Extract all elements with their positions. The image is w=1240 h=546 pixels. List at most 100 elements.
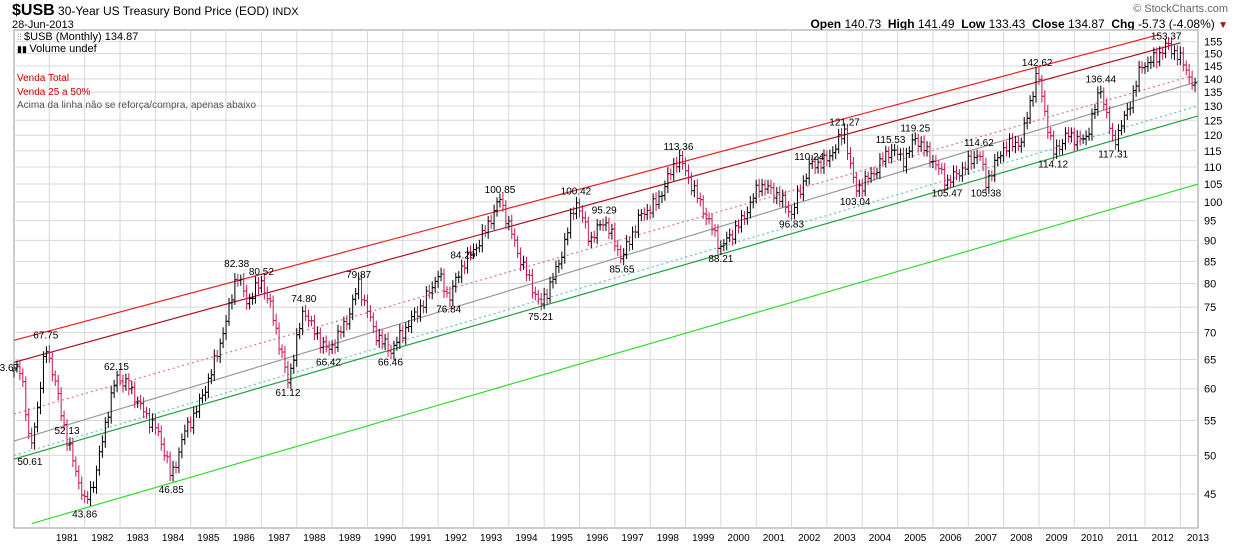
- price-label: 85.65: [609, 265, 634, 276]
- price-label: 105.38: [971, 189, 1002, 200]
- y-tick-label: 110: [1204, 162, 1222, 174]
- down-arrow-icon: ▼: [1218, 20, 1228, 31]
- x-tick-label: 2003: [833, 533, 856, 544]
- note-rule: Acima da linha não se reforça/compra, ap…: [17, 100, 257, 111]
- x-tick-label: 1993: [480, 533, 503, 544]
- close-value: 134.87: [1068, 17, 1105, 31]
- x-tick-label: 1985: [197, 533, 220, 544]
- x-tick-label: 2009: [1046, 533, 1069, 544]
- price-label: 115.53: [876, 135, 906, 146]
- price-label: 63.67: [0, 363, 20, 374]
- x-tick-label: 1994: [515, 533, 538, 544]
- chg-label: Chg: [1111, 17, 1135, 31]
- y-tick-label: 70: [1204, 327, 1216, 339]
- x-tick-label: 1992: [445, 533, 468, 544]
- price-label: 119.25: [900, 124, 930, 135]
- y-tick-label: 140: [1204, 74, 1222, 86]
- trendline-lower-green: [31, 183, 1199, 525]
- x-tick-label: 2006: [939, 533, 962, 544]
- y-tick-label: 50: [1204, 450, 1216, 462]
- y-tick-label: 60: [1204, 384, 1216, 396]
- x-tick-label: 1990: [374, 533, 397, 544]
- y-tick-label: 75: [1204, 302, 1216, 314]
- y-tick-label: 65: [1204, 354, 1216, 366]
- price-label: 84.29: [450, 250, 475, 261]
- quote-bar: Open 140.73 High 141.49 Low 133.43 Close…: [810, 17, 1228, 31]
- legend-volume: Volume undef: [29, 43, 97, 55]
- x-tick-label: 1998: [657, 533, 680, 544]
- y-tick-label: 85: [1204, 256, 1216, 268]
- price-label: 88.21: [708, 254, 733, 265]
- x-tick-label: 2013: [1187, 533, 1210, 544]
- x-tick-label: 1997: [621, 533, 644, 544]
- y-tick-label: 115: [1204, 146, 1222, 158]
- price-label: 110.24: [794, 152, 824, 163]
- price-label: 66.42: [316, 358, 341, 369]
- x-tick-label: 1984: [162, 533, 185, 544]
- x-tick-label: 1989: [339, 533, 362, 544]
- price-label: 62.15: [104, 362, 129, 373]
- price-label: 114.12: [1038, 160, 1068, 171]
- x-tick-label: 1996: [586, 533, 609, 544]
- x-tick-label: 2002: [798, 533, 821, 544]
- y-tick-label: 155: [1204, 37, 1222, 49]
- y-tick-label: 125: [1204, 115, 1222, 127]
- price-label: 142.62: [1022, 58, 1053, 69]
- x-tick-label: 1988: [303, 533, 326, 544]
- exchange: INDX: [272, 6, 299, 18]
- y-tick-label: 150: [1204, 49, 1222, 61]
- chart-header: $USB 30-Year US Treasury Bond Price (EOD…: [12, 2, 299, 20]
- x-tick-label: 1986: [233, 533, 256, 544]
- low-label: Low: [961, 17, 986, 31]
- price-label: 114.62: [964, 138, 994, 149]
- y-tick-label: 45: [1204, 489, 1216, 501]
- price-label: 96.83: [779, 220, 804, 231]
- y-tick-label: 120: [1204, 130, 1222, 142]
- ohlc-legend-icon: ⫶⫶: [17, 32, 25, 42]
- price-label: 75.21: [528, 312, 553, 323]
- price-label: 103.04: [840, 197, 871, 208]
- price-label: 80.52: [249, 267, 274, 278]
- price-label: 105.47: [932, 188, 963, 199]
- y-tick-label: 95: [1204, 216, 1216, 228]
- price-label: 66.46: [378, 357, 403, 368]
- price-label: 95.29: [592, 206, 617, 217]
- x-tick-label: 2008: [1010, 533, 1033, 544]
- x-tick-label: 2004: [869, 533, 892, 544]
- x-tick-label: 2005: [904, 533, 927, 544]
- high-value: 141.49: [917, 17, 955, 31]
- open-value: 140.73: [844, 17, 882, 31]
- trendline-upper-red: [13, 34, 1160, 341]
- price-label: 52.13: [54, 426, 79, 437]
- high-label: High: [887, 17, 915, 31]
- price-label: 100.85: [485, 185, 516, 196]
- y-tick-label: 145: [1204, 61, 1222, 73]
- price-label: 43.86: [72, 509, 97, 520]
- price-label: 117.31: [1098, 150, 1128, 161]
- y-tick-label: 130: [1204, 101, 1222, 113]
- description: 30-Year US Treasury Bond Price (EOD): [58, 4, 270, 18]
- y-tick-label: 90: [1204, 235, 1216, 247]
- plot-area: [13, 29, 1199, 529]
- price-label: 46.85: [159, 485, 184, 496]
- note-sell-part: Venda 25 a 50%: [17, 87, 91, 98]
- trendline-teal-dotted: [13, 105, 1199, 456]
- note-sell-all: Venda Total: [17, 73, 70, 84]
- x-tick-label: 1982: [91, 533, 114, 544]
- watermark: © StockCharts.com: [1133, 3, 1228, 15]
- x-tick-label: 2007: [975, 533, 998, 544]
- price-label: 79.87: [346, 270, 371, 281]
- low-value: 133.43: [988, 17, 1026, 31]
- symbol: $USB: [12, 2, 55, 19]
- x-tick-label: 2000: [727, 533, 750, 544]
- x-tick-label: 1981: [56, 533, 79, 544]
- price-label: 121.27: [829, 117, 860, 128]
- open-label: Open: [810, 17, 842, 31]
- price-label: 136.44: [1086, 74, 1117, 85]
- legend-series: $USB (Monthly) 134.87: [24, 31, 139, 43]
- x-tick-label: 1987: [268, 533, 291, 544]
- price-label: 113.36: [664, 142, 694, 153]
- trendline-dark-red: [13, 42, 1181, 363]
- x-tick-label: 1983: [127, 533, 150, 544]
- chg-value: -5.73 (-4.08%): [1138, 17, 1215, 31]
